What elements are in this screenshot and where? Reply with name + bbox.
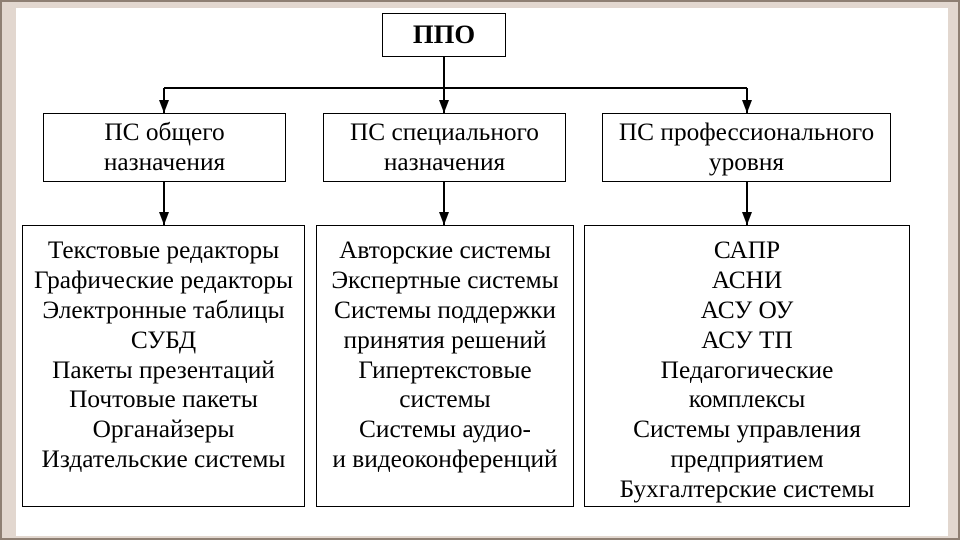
list-item: принятия решений bbox=[323, 326, 567, 356]
list-item: системы bbox=[323, 385, 567, 415]
node-list-3: САПРАСНИАСУ ОУАСУ ТППедагогическиекомпле… bbox=[584, 225, 910, 507]
list-item: комплексы bbox=[591, 385, 903, 415]
node-root: ППО bbox=[382, 13, 506, 57]
list-item: предприятием bbox=[591, 445, 903, 475]
node-category-3-label: ПС профессионального уровня bbox=[609, 118, 884, 178]
list-item: Бухгалтерские системы bbox=[591, 475, 903, 505]
list-item: Экспертные системы bbox=[323, 266, 567, 296]
list-item: Пакеты презентаций bbox=[29, 356, 298, 386]
node-category-3: ПС профессионального уровня bbox=[602, 113, 891, 182]
list-item: Органайзеры bbox=[29, 415, 298, 445]
node-root-label: ППО bbox=[413, 19, 475, 50]
list-item: АСУ ТП bbox=[591, 326, 903, 356]
list-item: АСУ ОУ bbox=[591, 296, 903, 326]
list-item: Педагогические bbox=[591, 356, 903, 386]
node-category-2-label: ПС специального назначения bbox=[330, 118, 559, 178]
node-category-2: ПС специального назначения bbox=[323, 113, 566, 182]
list-item: Электронные таблицы bbox=[29, 296, 298, 326]
list-item: Графические редакторы bbox=[29, 266, 298, 296]
list-item: Почтовые пакеты bbox=[29, 385, 298, 415]
list-item: и видеоконференций bbox=[323, 445, 567, 475]
node-category-1: ПС общего назначения bbox=[43, 113, 286, 182]
list-item: Текстовые редакторы bbox=[29, 236, 298, 266]
diagram-outer: ППО ПС общего назначения ПС специального… bbox=[0, 0, 960, 540]
node-list-1: Текстовые редакторыГрафические редакторы… bbox=[22, 225, 305, 507]
node-list-2: Авторские системыЭкспертные системыСисте… bbox=[316, 225, 574, 507]
list-item: САПР bbox=[591, 236, 903, 266]
list-item: АСНИ bbox=[591, 266, 903, 296]
list-item: Системы поддержки bbox=[323, 296, 567, 326]
list-item: Системы аудио- bbox=[323, 415, 567, 445]
list-item: Издательские системы bbox=[29, 445, 298, 475]
list-item: Гипертекстовые bbox=[323, 356, 567, 386]
node-category-1-label: ПС общего назначения bbox=[50, 118, 279, 178]
list-item: Авторские системы bbox=[323, 236, 567, 266]
list-item: СУБД bbox=[29, 326, 298, 356]
list-item: Системы управления bbox=[591, 415, 903, 445]
